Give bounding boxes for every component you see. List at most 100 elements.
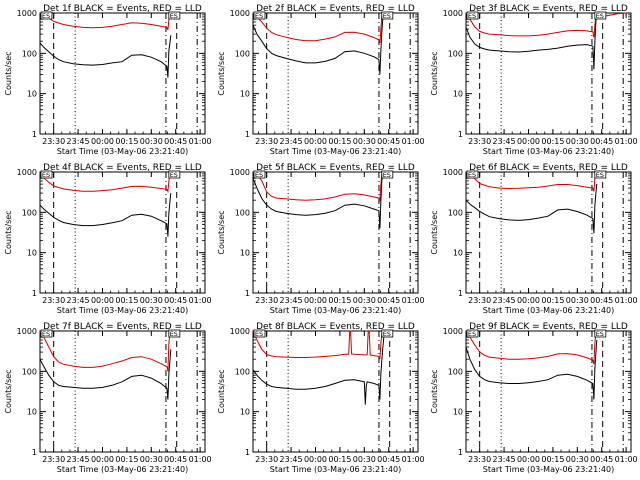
es-marker: ES xyxy=(381,170,394,179)
es-marker-label: ES xyxy=(170,12,178,20)
chart-title: Det 5f BLACK = Events, RED = LLD xyxy=(256,163,415,173)
chart-panel-5: Det 5f BLACK = Events, RED = LLD 1 10 100 10… xyxy=(217,163,425,315)
chart-panel-4: Det 4f BLACK = Events, RED = LLD 1 10 100 10… xyxy=(4,163,212,315)
series-line-events xyxy=(465,184,598,234)
es-marker-box xyxy=(168,11,181,20)
y-tick-label: 1 xyxy=(32,130,37,139)
es-marker-label: ES xyxy=(255,171,263,179)
x-axis-label: Start Time (03-May-06 23:21:40) xyxy=(270,147,401,156)
x-tick-label: 23:30 xyxy=(255,455,278,464)
es-marker-label: ES xyxy=(468,12,476,20)
x-tick-label: 23:45 xyxy=(493,137,516,146)
y-tick-label: 1000 xyxy=(230,168,250,177)
plot-frame xyxy=(465,171,632,294)
es-marker: ES xyxy=(594,170,607,179)
series-line-lld xyxy=(39,330,172,372)
x-tick-label: 23:45 xyxy=(280,137,303,146)
es-marker-box xyxy=(466,170,479,179)
series-line-lld xyxy=(252,330,384,360)
x-tick-label: 00:30 xyxy=(140,455,163,464)
y-tick-label: 1 xyxy=(458,130,463,139)
es-marker-box xyxy=(253,11,266,20)
x-tick-label: 23:45 xyxy=(493,455,516,464)
x-tick-label: 00:30 xyxy=(140,296,163,305)
y-tick-label: 10 xyxy=(27,249,37,258)
es-marker-label: ES xyxy=(383,330,391,338)
x-tick-label: 01:00 xyxy=(615,296,638,305)
x-tick-label: 00:15 xyxy=(115,455,138,464)
es-marker-label: ES xyxy=(170,330,178,338)
es-marker-box xyxy=(253,329,266,338)
plot-frame xyxy=(39,12,206,135)
y-axis-label: Counts/sec xyxy=(4,210,13,254)
plot-frame xyxy=(465,12,632,135)
x-tick-label: 00:15 xyxy=(115,296,138,305)
x-tick-label: 00:30 xyxy=(566,137,589,146)
x-tick-label: 00:45 xyxy=(164,137,187,146)
series-line-lld xyxy=(39,171,172,194)
y-tick-label: 10 xyxy=(240,90,250,99)
y-axis-label: Counts/sec xyxy=(4,51,13,95)
x-tick-label: 00:00 xyxy=(91,455,114,464)
es-marker: ES xyxy=(40,170,53,179)
es-marker-box xyxy=(381,170,394,179)
x-tick-label: 23:30 xyxy=(255,296,278,305)
es-marker-box xyxy=(168,329,181,338)
es-marker-label: ES xyxy=(255,12,263,20)
x-tick-label: 00:00 xyxy=(304,137,327,146)
x-tick-label: 23:45 xyxy=(493,296,516,305)
x-axis-label: Start Time (03-May-06 23:21:40) xyxy=(483,147,614,156)
es-marker: ES xyxy=(381,11,394,20)
es-marker: ES xyxy=(253,11,266,20)
x-tick-label: 00:15 xyxy=(541,455,564,464)
series-line-events xyxy=(39,35,172,78)
y-axis-label: Counts/sec xyxy=(430,51,439,95)
es-marker-label: ES xyxy=(596,171,604,179)
es-marker-box xyxy=(253,170,266,179)
plot-frame xyxy=(252,12,419,135)
x-tick-label: 00:15 xyxy=(328,455,351,464)
x-tick-label: 00:00 xyxy=(517,296,540,305)
x-axis-label: Start Time (03-May-06 23:21:40) xyxy=(57,465,188,474)
y-tick-label: 100 xyxy=(22,49,37,58)
plot-frame xyxy=(252,330,419,453)
x-tick-label: 01:00 xyxy=(402,296,425,305)
series-line-events xyxy=(39,193,172,237)
es-marker-label: ES xyxy=(42,171,50,179)
es-marker-label: ES xyxy=(170,171,178,179)
x-tick-label: 00:15 xyxy=(328,296,351,305)
es-marker-label: ES xyxy=(596,12,604,20)
chart-title: Det 7f BLACK = Events, RED = LLD xyxy=(43,322,202,332)
y-tick-label: 1 xyxy=(32,289,37,298)
chart-title: Det 6f BLACK = Events, RED = LLD xyxy=(469,163,628,173)
chart-panel-2: Det 2f BLACK = Events, RED = LLD 1 10 100 10… xyxy=(217,4,425,156)
es-marker-label: ES xyxy=(255,330,263,338)
y-axis-label: Counts/sec xyxy=(430,369,439,413)
es-marker-box xyxy=(466,329,479,338)
es-marker-box xyxy=(40,11,53,20)
x-tick-label: 00:30 xyxy=(140,137,163,146)
y-tick-label: 100 xyxy=(235,367,250,376)
series-line-events xyxy=(465,339,598,400)
series-line-events xyxy=(252,171,384,229)
chart-panel-3: Det 3f BLACK = Events, RED = LLD 1 10 100 10… xyxy=(430,4,638,156)
plot-frame xyxy=(465,330,632,453)
x-tick-label: 01:00 xyxy=(189,137,212,146)
es-marker-box xyxy=(40,170,53,179)
es-marker: ES xyxy=(40,11,53,20)
es-marker: ES xyxy=(40,329,53,338)
chart-title: Det 9f BLACK = Events, RED = LLD xyxy=(469,322,628,332)
series-line-lld xyxy=(252,171,384,203)
x-tick-label: 23:45 xyxy=(67,455,90,464)
x-tick-label: 00:45 xyxy=(590,296,613,305)
es-marker-label: ES xyxy=(42,12,50,20)
es-marker-label: ES xyxy=(468,171,476,179)
es-marker: ES xyxy=(466,11,479,20)
x-tick-label: 23:30 xyxy=(468,137,491,146)
y-tick-label: 1000 xyxy=(17,9,37,18)
y-tick-label: 1000 xyxy=(17,168,37,177)
series-line-lld xyxy=(465,171,598,192)
x-tick-label: 00:30 xyxy=(353,455,376,464)
y-axis-label: Counts/sec xyxy=(217,369,226,413)
